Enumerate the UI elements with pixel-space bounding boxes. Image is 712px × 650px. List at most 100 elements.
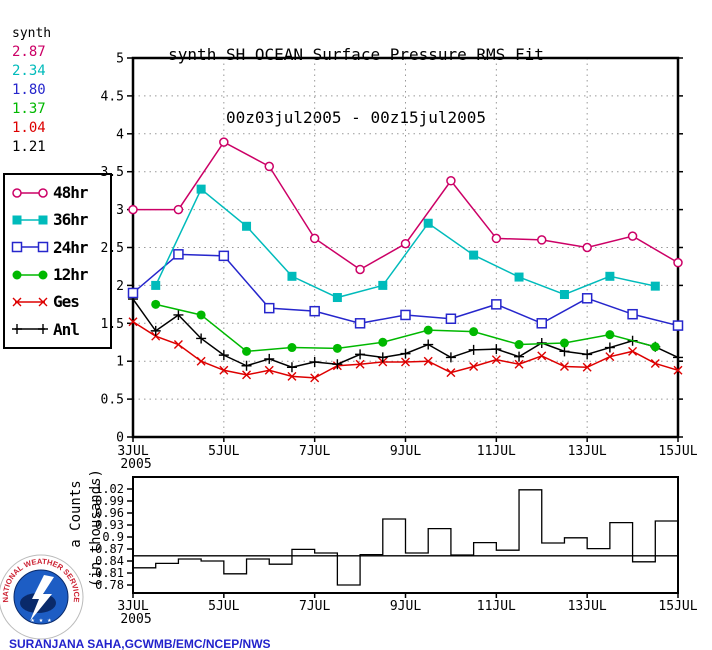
legend-item-24hr: 24hr — [11, 235, 110, 259]
square-filled-marker — [242, 221, 252, 231]
plus-marker — [150, 325, 161, 336]
nws-logo: NATIONAL WEATHER SERVICE ★ ★ ★ — [0, 554, 84, 640]
series-line — [155, 187, 656, 299]
circle-open-marker — [355, 264, 365, 275]
plus-marker — [286, 362, 297, 373]
main-frame — [131, 56, 680, 439]
plus-marker — [309, 356, 320, 367]
legend-item-36hr: 36hr — [11, 208, 110, 232]
legend-item-anl: Anl — [11, 317, 110, 341]
y-tick-label: 4.5 — [101, 89, 124, 104]
square-open-marker — [445, 313, 457, 325]
x-marker — [650, 358, 660, 368]
y-tick-label: 0.87 — [95, 542, 124, 556]
y-tick-label: 2.5 — [101, 241, 124, 256]
legend-marker-swatch — [12, 324, 48, 335]
x-tick-label: 9JUL — [390, 444, 421, 459]
x-marker — [173, 340, 183, 350]
y-tick-label: 0.99 — [95, 494, 124, 508]
x-marker — [628, 346, 638, 356]
x-marker — [559, 362, 569, 372]
y-tick-label: 3.5 — [101, 165, 124, 180]
square-open-marker — [536, 318, 547, 329]
plus-marker — [196, 333, 207, 344]
x-marker — [605, 352, 615, 362]
nws-logo-lightning — [30, 575, 54, 621]
legend-marker-swatch — [12, 270, 48, 280]
circle-filled-marker — [559, 338, 569, 348]
plus-marker — [12, 324, 22, 335]
series-legend-box: 48hr 36hr 24hr 12hr Ges Anl — [3, 173, 112, 349]
circle-open-marker — [219, 137, 229, 147]
series-ges — [128, 317, 683, 383]
plus-marker — [355, 349, 366, 360]
series-36hr — [151, 184, 660, 303]
y-tick-label: 0.5 — [101, 393, 124, 408]
chart-title-line2: 00z03jul2005 - 00z15jul2005 — [225, 108, 487, 127]
y-tick-label: 0.78 — [95, 578, 124, 592]
x-marker — [423, 356, 433, 366]
y-tick-label: 0.96 — [95, 506, 124, 520]
counts-chart: 1.020.990.960.930.90.870.840.810.78 3JUL 5… — [95, 476, 698, 627]
plus-marker — [604, 342, 615, 353]
circle-open-marker — [173, 204, 184, 215]
square-filled-marker — [196, 184, 206, 194]
series-line — [155, 303, 656, 353]
credit-text: SURANJANA SAHA,GCWMB/EMC/NCEP/NWS — [9, 637, 271, 650]
plus-marker — [38, 324, 48, 335]
circle-filled-marker — [332, 343, 342, 353]
x-marker — [469, 362, 479, 372]
x-tick-label: 7JUL — [299, 444, 330, 459]
circle-open-marker — [12, 187, 22, 198]
plus-marker — [491, 344, 502, 355]
x-tick-label: 11JUL — [477, 599, 516, 614]
x-tick-label: 5JUL — [208, 599, 239, 614]
circle-open-marker — [673, 257, 683, 268]
legend-marker-swatch — [12, 215, 48, 225]
legend-item-label: Anl — [53, 319, 80, 339]
legend-marker-swatch — [11, 242, 49, 253]
plus-marker — [241, 360, 252, 371]
nws-logo-stars: ★ ★ ★ — [30, 616, 52, 624]
mean-stat-value: 1.21 — [12, 139, 46, 155]
x-marker — [446, 368, 456, 378]
circle-filled-marker — [38, 270, 48, 280]
series-48hr — [128, 137, 683, 275]
y-tick-label: 1 — [116, 355, 124, 370]
x-marker — [514, 359, 524, 369]
circle-filled-marker — [287, 343, 297, 353]
counts-ylabel-line2: (in thousands) — [88, 469, 104, 588]
series-24hr — [127, 249, 684, 331]
x-year-label: 2005 — [120, 457, 151, 472]
y-tick-label: 0.84 — [95, 554, 124, 568]
circle-open-marker — [400, 238, 411, 249]
square-open-marker — [400, 309, 411, 321]
square-filled-marker — [12, 215, 22, 225]
square-filled-marker — [559, 289, 569, 299]
circle-filled-marker — [151, 299, 161, 309]
circle-filled-marker — [514, 340, 524, 350]
circle-open-marker — [38, 187, 48, 198]
y-tick-label: 0.9 — [102, 530, 124, 544]
x-marker — [355, 359, 365, 369]
series-12hr — [151, 299, 660, 356]
y-tick-label: 0 — [116, 431, 124, 446]
x-marker — [287, 371, 297, 381]
legend-marker-swatch — [12, 187, 48, 198]
square-open-marker — [354, 318, 366, 329]
square-open-marker — [127, 287, 139, 299]
y-tick-label: 0.81 — [95, 566, 124, 580]
square-filled-marker — [151, 280, 161, 290]
x-marker — [673, 365, 683, 375]
x-tick-label: 15JUL — [658, 599, 697, 614]
square-open-marker — [627, 308, 638, 320]
circle-open-marker — [627, 231, 638, 241]
x-marker — [242, 370, 252, 380]
legend-item-label: 36hr — [53, 210, 89, 230]
x-marker — [401, 357, 410, 367]
circle-filled-marker — [196, 310, 206, 320]
y-tick-label: 0.93 — [95, 518, 124, 532]
circle-filled-marker — [650, 342, 660, 352]
